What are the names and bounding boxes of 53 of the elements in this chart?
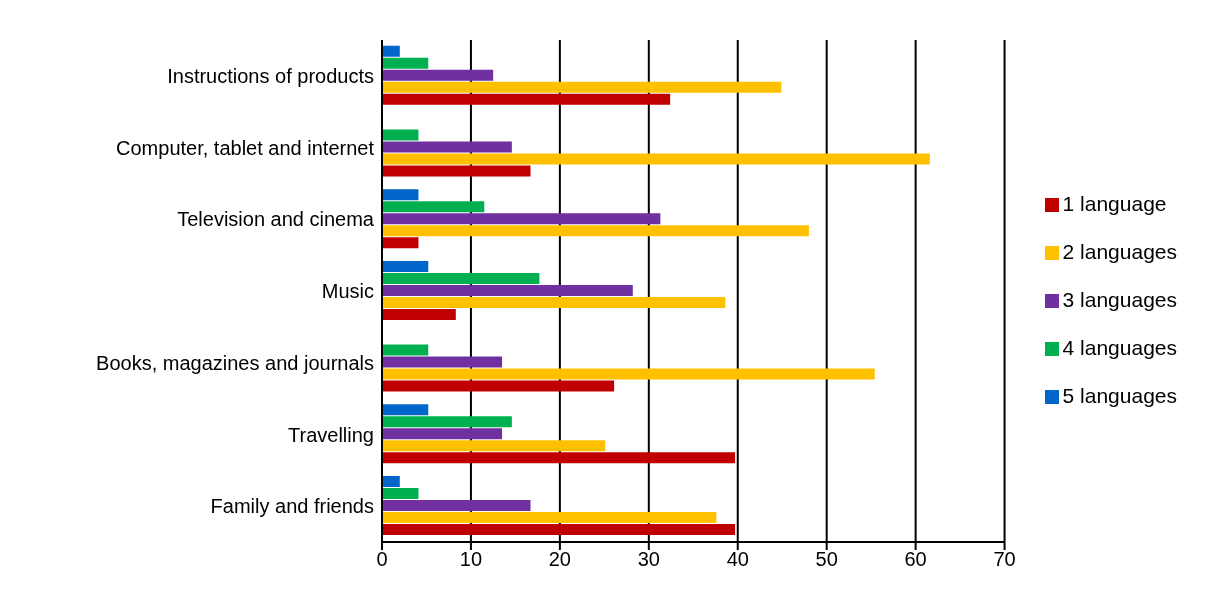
bar [382,284,633,296]
bar [382,476,400,488]
bar [382,416,512,428]
bar [382,368,875,380]
x-tick-label: 10 [459,548,483,571]
bar [382,225,809,237]
y-tick-label: Family and friends [210,495,374,518]
bar [382,308,456,320]
bar [382,500,531,512]
bar [382,213,661,225]
legend-label: 2 languages [1062,240,1177,263]
x-tick-label: 30 [637,548,660,571]
x-tick-label: 40 [726,548,749,571]
bar [382,69,494,81]
bar [382,356,503,368]
bar [382,380,615,392]
bar [382,296,726,308]
bar [382,440,606,452]
bar [382,512,717,524]
bar [382,93,671,105]
x-tick-label: 60 [904,548,927,571]
bar [382,57,429,69]
legend-label: 3 languages [1062,288,1177,311]
bar [382,488,419,500]
y-tick-label: Travelling [288,423,374,446]
bar [382,129,419,141]
bar [382,428,503,440]
x-tick-label: 0 [376,548,388,571]
x-tick-label: 50 [815,548,838,571]
bar [382,81,782,93]
bar [382,524,736,536]
bar [382,260,429,272]
y-tick-label: Books, magazines and journals [96,351,374,374]
x-tick-label: 20 [548,548,571,571]
bar [382,272,540,284]
bar [382,189,419,201]
bar [382,153,930,165]
legend-label: 1 language [1062,192,1167,215]
y-tick-label: Instructions of products [167,64,374,87]
y-tick-label: Music [321,280,374,303]
x-tick-label: 70 [993,548,1016,571]
bar [382,165,531,177]
bar [382,344,429,356]
bar [382,141,512,153]
bar [382,452,736,464]
y-tick-label: Television and cinema [177,208,375,231]
legend-label: 5 languages [1062,384,1177,407]
y-tick-label: Computer, tablet and internet [116,136,375,159]
bar [382,201,485,213]
bar [382,404,429,416]
legend-label: 4 languages [1062,336,1177,359]
bar [382,45,400,57]
bar [382,237,419,249]
